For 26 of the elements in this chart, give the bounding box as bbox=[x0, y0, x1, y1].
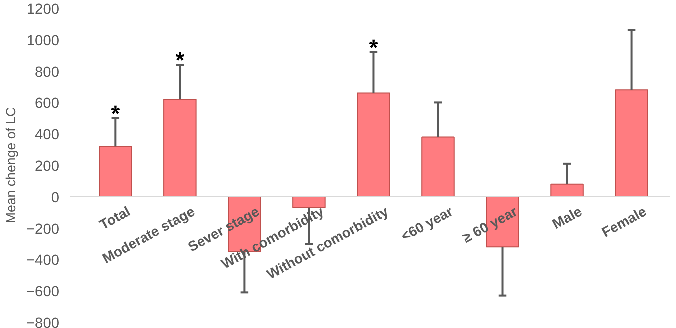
y-tick-label: 1200 bbox=[26, 2, 60, 18]
x-tick-label: Male bbox=[550, 203, 585, 232]
annotation: * bbox=[369, 34, 378, 60]
y-tick-label: 0 bbox=[51, 190, 60, 206]
y-tick-label: −600 bbox=[26, 284, 60, 301]
x-tick-label: Total bbox=[96, 203, 134, 233]
y-tick-label: −800 bbox=[26, 316, 60, 328]
y-tick-label: 200 bbox=[35, 159, 60, 175]
bar bbox=[550, 184, 584, 198]
bar bbox=[164, 99, 197, 198]
annotation: * bbox=[111, 100, 120, 126]
y-tick-label: 400 bbox=[35, 128, 60, 144]
bar bbox=[99, 146, 132, 198]
bar bbox=[357, 92, 390, 198]
y-tick-label: 1000 bbox=[26, 33, 60, 50]
bar bbox=[422, 136, 455, 198]
bar bbox=[292, 196, 326, 208]
y-axis-title: Mean chenge of LC bbox=[3, 106, 18, 224]
y-tick-label: 600 bbox=[35, 96, 60, 112]
x-tick-label: ≥ 60 year bbox=[460, 202, 521, 246]
x-tick-label: <60 year bbox=[398, 202, 456, 244]
annotation: * bbox=[176, 47, 185, 74]
y-tick-label: −400 bbox=[26, 253, 60, 270]
y-tick-label: −200 bbox=[26, 222, 60, 238]
y-tick-label: 800 bbox=[35, 64, 60, 81]
bar bbox=[615, 90, 648, 198]
